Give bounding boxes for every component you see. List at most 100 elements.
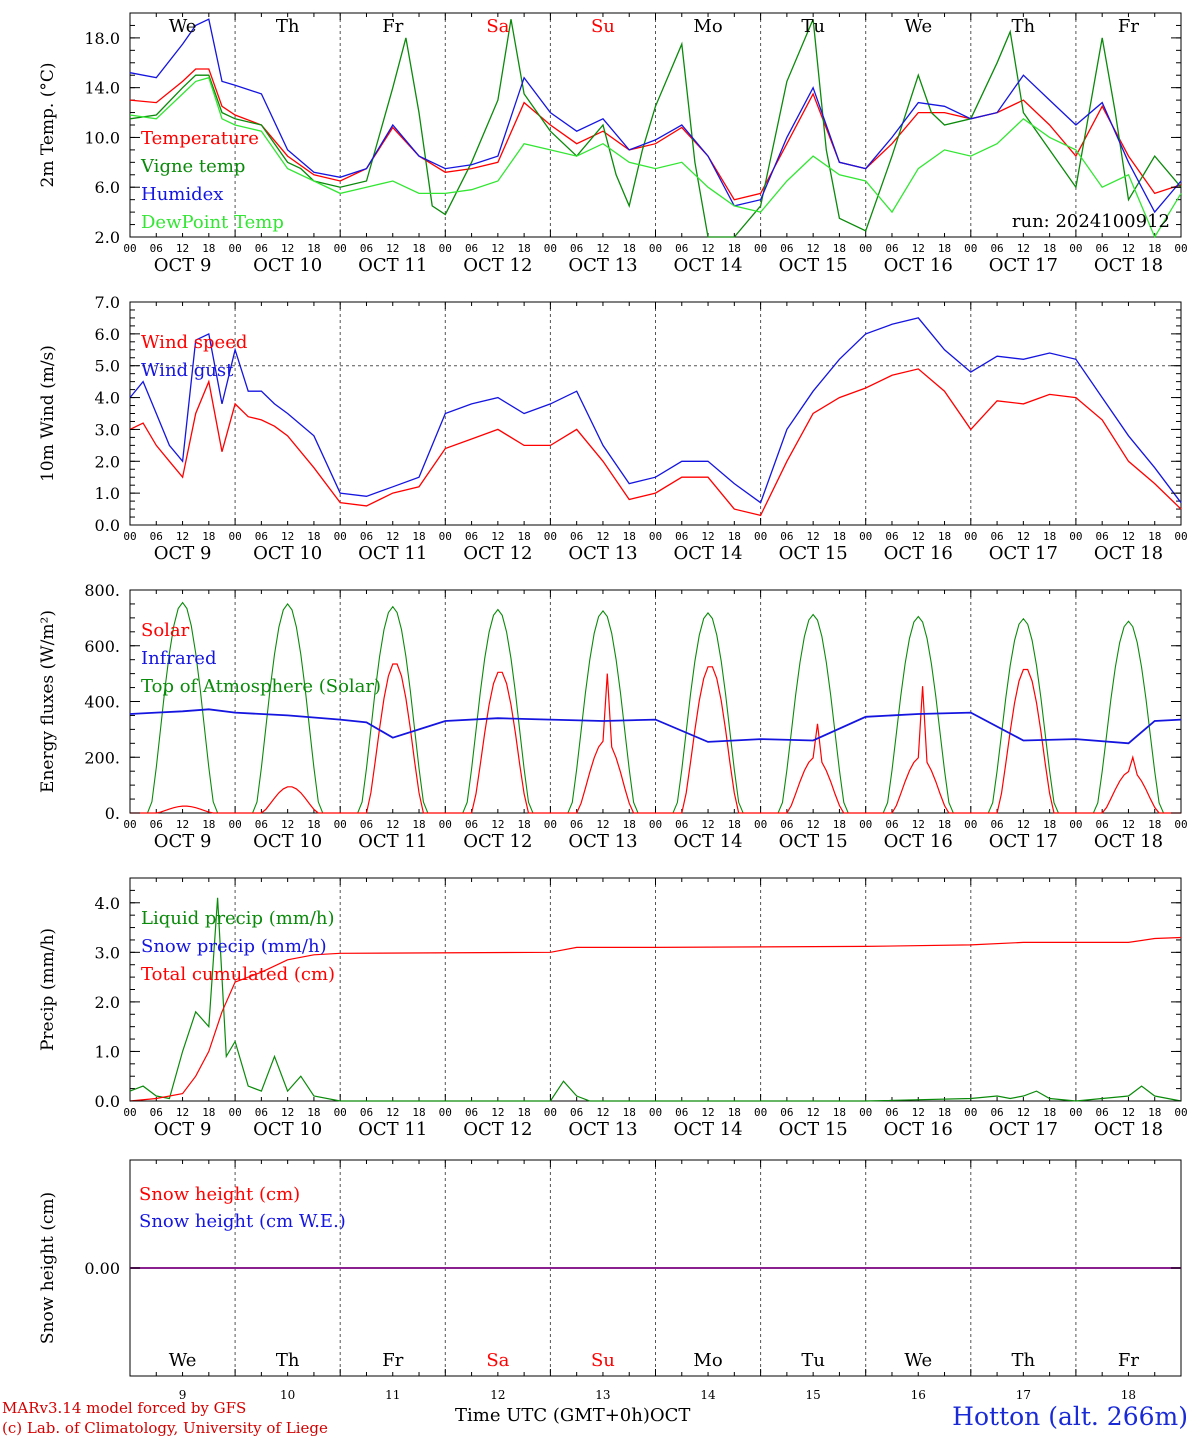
y-tick-label: 6.0 <box>95 325 120 344</box>
date-label: OCT 15 <box>779 543 848 564</box>
hour-tick-label: 06 <box>360 530 373 543</box>
panel-4 <box>129 877 1182 1102</box>
date-label: OCT 18 <box>1094 1119 1163 1140</box>
day-number: 15 <box>806 1388 821 1402</box>
hour-tick-label: 12 <box>701 242 714 255</box>
day-name: Mo <box>693 16 722 37</box>
y-tick-label: 2.0 <box>95 228 120 247</box>
date-label: OCT 14 <box>673 1119 742 1140</box>
hour-tick-label: 00 <box>123 818 136 831</box>
hour-tick-label: 18 <box>518 242 531 255</box>
hour-tick-label: 06 <box>885 530 898 543</box>
hour-tick-label: 06 <box>675 530 688 543</box>
date-label: OCT 15 <box>779 255 848 276</box>
day-name: We <box>169 16 197 37</box>
y-tick-label: 0.00 <box>84 1259 120 1278</box>
date-label: OCT 16 <box>884 255 953 276</box>
hour-tick-label: 18 <box>623 818 636 831</box>
hour-tick-label: 12 <box>807 1106 820 1119</box>
date-label: OCT 9 <box>154 1119 212 1140</box>
day-name: Th <box>276 1350 300 1371</box>
series-wind-speed <box>129 368 1182 517</box>
y-tick-label: 5.0 <box>95 357 120 376</box>
hour-tick-label: 06 <box>780 242 793 255</box>
hour-tick-label: 00 <box>228 818 241 831</box>
day-name: Sa <box>486 16 509 37</box>
legend-entry: Infrared <box>141 648 216 669</box>
hour-tick-label: 00 <box>1069 1106 1082 1119</box>
hour-tick-label: 06 <box>885 1106 898 1119</box>
hour-tick-label: 06 <box>780 530 793 543</box>
hour-tick-label: 12 <box>912 1106 925 1119</box>
hour-tick-label: 00 <box>859 1106 872 1119</box>
hour-tick-label: 18 <box>412 1106 425 1119</box>
series-total-cumulated-cm- <box>129 936 1182 1102</box>
day-name: Fr <box>382 16 403 37</box>
legend-entry: Vigne temp <box>140 156 245 177</box>
day-name: We <box>904 1350 932 1371</box>
hour-tick-label: 06 <box>255 1106 268 1119</box>
time-axis-title: Time UTC (GMT+0h)OCT <box>455 1405 690 1426</box>
hour-tick-label: 06 <box>990 1106 1003 1119</box>
hour-tick-label: 18 <box>202 242 215 255</box>
date-label: OCT 9 <box>154 255 212 276</box>
hour-tick-label: 06 <box>360 1106 373 1119</box>
hour-tick-label: 00 <box>334 1106 347 1119</box>
date-label: OCT 9 <box>154 831 212 852</box>
hour-tick-label: 12 <box>386 242 399 255</box>
hour-tick-label: 12 <box>386 530 399 543</box>
legend-entry: Snow height (cm W.E.) <box>139 1211 346 1232</box>
hour-tick-label: 00 <box>544 242 557 255</box>
hour-tick-label: 00 <box>754 242 767 255</box>
legend-entry: Top of Atmosphere (Solar) <box>141 676 381 697</box>
date-label: OCT 17 <box>989 1119 1058 1140</box>
hour-tick-label: 00 <box>123 530 136 543</box>
hour-tick-label: 06 <box>885 818 898 831</box>
day-name: Tu <box>801 1350 825 1371</box>
hour-tick-label: 06 <box>465 530 478 543</box>
panel-2 <box>129 301 1182 526</box>
y-tick-label: 2.0 <box>95 452 120 471</box>
y-tick-label: 1.0 <box>95 1042 120 1061</box>
hour-tick-label: 00 <box>1069 530 1082 543</box>
hour-tick-label: 06 <box>780 818 793 831</box>
hour-tick-label: 18 <box>518 818 531 831</box>
hour-tick-label: 00 <box>228 242 241 255</box>
date-label: OCT 18 <box>1094 543 1163 564</box>
day-name: Sa <box>486 1350 509 1371</box>
hour-tick-label: 00 <box>123 242 136 255</box>
date-label: OCT 14 <box>673 831 742 852</box>
legend-entry: Humidex <box>141 184 223 205</box>
hour-tick-label: 00 <box>859 242 872 255</box>
hour-tick-label: 12 <box>807 818 820 831</box>
hour-tick-label: 06 <box>570 242 583 255</box>
hour-tick-label: 12 <box>176 818 189 831</box>
hour-tick-label: 06 <box>255 530 268 543</box>
hour-tick-label: 06 <box>150 530 163 543</box>
hour-tick-label: 06 <box>570 818 583 831</box>
legend-entry: Total cumulated (cm) <box>141 964 335 985</box>
series-vigne-temp <box>129 18 1182 238</box>
hour-tick-label: 12 <box>596 530 609 543</box>
lab-credit: (c) Lab. of Climatology, University of L… <box>2 1419 328 1437</box>
hour-tick-label: 06 <box>255 818 268 831</box>
hour-tick-label: 00 <box>964 530 977 543</box>
hour-tick-label: 06 <box>150 242 163 255</box>
date-label: OCT 13 <box>568 831 637 852</box>
hour-tick-label: 12 <box>1122 818 1135 831</box>
hour-tick-label: 00 <box>754 818 767 831</box>
hour-tick-label: 18 <box>938 1106 951 1119</box>
y-axis-label: 10m Wind (m/s) <box>38 345 58 482</box>
hour-tick-label: 12 <box>807 530 820 543</box>
day-number: 9 <box>179 1388 187 1402</box>
model-credit: MARv3.14 model forced by GFS <box>2 1399 247 1417</box>
hour-tick-label: 06 <box>675 1106 688 1119</box>
hour-tick-label: 18 <box>728 530 741 543</box>
date-label: OCT 18 <box>1094 255 1163 276</box>
hour-tick-label: 06 <box>780 1106 793 1119</box>
hour-tick-label: 12 <box>281 818 294 831</box>
hour-tick-label: 12 <box>912 818 925 831</box>
hour-tick-label: 18 <box>1148 530 1161 543</box>
hour-tick-label: 12 <box>1122 530 1135 543</box>
date-label: OCT 17 <box>989 831 1058 852</box>
